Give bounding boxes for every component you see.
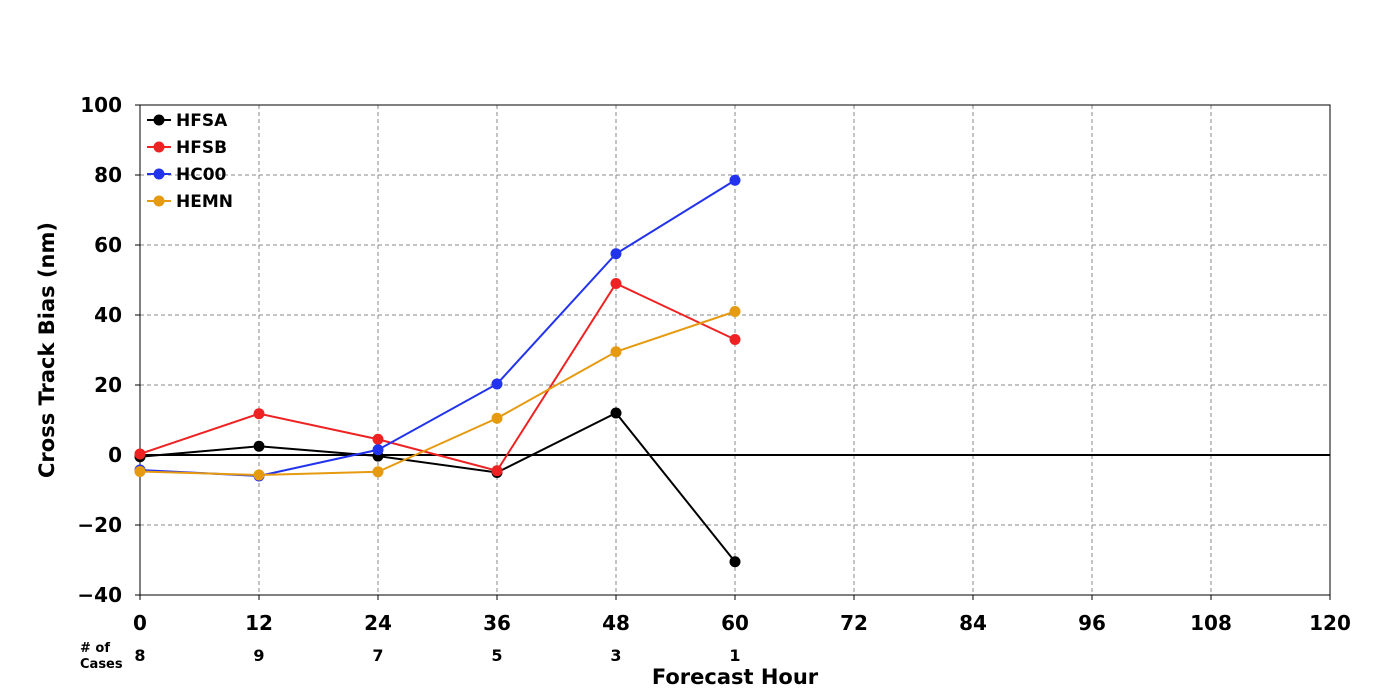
data-point-hfsa: [610, 407, 622, 419]
legend: HFSA HFSB HC00 HEMN: [147, 111, 233, 212]
cases-label-line2: Cases: [80, 657, 123, 672]
data-point-hemn: [491, 412, 503, 424]
data-point-hc00: [610, 248, 622, 260]
legend-marker-hc00: [153, 168, 165, 180]
legend-marker-hemn: [153, 195, 165, 207]
data-point-hemn: [253, 469, 265, 481]
series-line-hemn: [139, 310, 736, 476]
legend-label-hemn: HEMN: [176, 192, 233, 212]
legend-marker-hfsa: [153, 114, 165, 126]
x-tick-label: 60: [721, 611, 749, 635]
cases-count: 5: [491, 646, 502, 665]
data-point-hfsb: [372, 433, 384, 445]
cases-count: 3: [610, 646, 621, 665]
data-point-hfsa: [729, 556, 741, 568]
y-tick-label: 0: [108, 443, 122, 467]
cases-count: 1: [729, 646, 740, 665]
series-line-hc00: [139, 179, 736, 478]
x-tick-label: 120: [1309, 611, 1351, 635]
x-tick-label: 0: [133, 611, 147, 635]
y-tick-label: 100: [80, 93, 122, 117]
x-tick-label: 48: [602, 611, 630, 635]
cases-count: 9: [253, 646, 264, 665]
data-point-hfsb: [253, 408, 265, 420]
legend-label-hc00: HC00: [176, 165, 227, 185]
x-tick-label: 96: [1078, 611, 1106, 635]
y-axis-title: Cross Track Bias (nm): [35, 222, 59, 478]
data-point-hfsb: [610, 278, 622, 289]
cases-row: # of Cases 8 9 7 5 3 1: [80, 641, 741, 672]
cases-label-line1: # of: [80, 641, 110, 656]
x-tick-label: 72: [840, 611, 868, 635]
data-point-hemn: [372, 466, 384, 478]
data-point-hemn: [729, 306, 741, 317]
y-tick-label: 60: [94, 233, 122, 257]
x-axis-title: Forecast Hour: [652, 665, 819, 689]
y-tick-label: −20: [77, 513, 122, 537]
y-tick-label: 40: [94, 303, 122, 327]
data-point-hemn: [610, 346, 622, 358]
y-tick-label: 20: [94, 373, 122, 397]
series-line-hfsb: [139, 282, 736, 472]
y-tick-label: −40: [77, 583, 122, 607]
data-point-hc00: [729, 174, 741, 186]
legend-label-hfsb: HFSB: [176, 138, 227, 158]
cases-count: 8: [134, 646, 145, 665]
x-tick-label: 24: [364, 611, 392, 635]
data-point-hc00: [372, 444, 384, 456]
x-tick-label: 12: [245, 611, 273, 635]
series-line-hfsa: [139, 411, 736, 563]
data-point-hemn: [134, 465, 146, 477]
data-point-hfsa: [253, 440, 265, 452]
x-tick-label: 36: [483, 611, 511, 635]
legend-marker-hfsb: [153, 141, 165, 153]
data-point-hfsb: [729, 334, 741, 345]
x-tick-label: 84: [959, 611, 987, 635]
y-tick-label: 80: [94, 163, 122, 187]
cases-count: 7: [372, 646, 383, 665]
data-point-hfsb: [134, 448, 146, 460]
axis-ticks: 0 12 24 36 48 60 72 84 96 108 120 −40 −20 0 20 40 60 80 10…: [77, 93, 1350, 635]
data-point-hfsb: [491, 465, 503, 477]
legend-label-hfsa: HFSA: [176, 111, 228, 131]
series-lines: [134, 174, 741, 568]
x-tick-label: 108: [1190, 611, 1232, 635]
data-point-hc00: [491, 378, 503, 390]
